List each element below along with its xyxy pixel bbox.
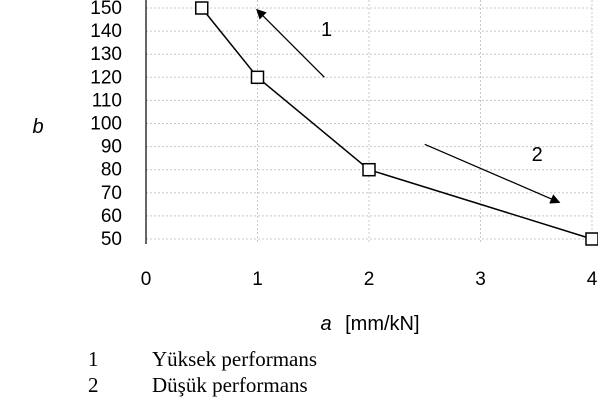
legend-number: 2 — [88, 372, 99, 397]
legend-number: 1 — [88, 346, 99, 371]
y-tick-label: 60 — [101, 206, 122, 227]
y-axis-title: b — [32, 116, 43, 138]
annotation-arrow — [424, 143, 561, 204]
legend: 1 Yüksek performans 2 Düşük performans — [88, 346, 317, 398]
y-tick-label: 80 — [101, 160, 122, 181]
annotation-label: 1 — [321, 19, 332, 41]
data-point-marker — [250, 70, 265, 85]
x-axis-title: a [mm/kN] — [320, 313, 419, 335]
data-point-marker — [195, 1, 209, 15]
y-tick-label: 130 — [90, 44, 122, 65]
annotations: 12 — [256, 8, 561, 204]
legend-item: 1 Yüksek performans — [88, 346, 317, 372]
legend-item: 2 Düşük performans — [88, 372, 317, 398]
series-line — [201, 7, 593, 240]
y-tick-label: 90 — [101, 137, 122, 158]
y-tick-label: 70 — [101, 183, 122, 204]
x-axis-unit: [mm/kN] — [345, 313, 419, 335]
grid — [145, 0, 593, 244]
x-axis-symbol: a — [320, 313, 331, 335]
x-tick-label: 0 — [141, 269, 152, 290]
legend-text: Yüksek performans — [152, 346, 318, 371]
legend-text: Düşük performans — [152, 372, 308, 397]
x-tick-label: 2 — [364, 269, 375, 290]
x-tick-label: 3 — [475, 269, 486, 290]
x-tick-label: 4 — [587, 269, 598, 290]
series — [195, 1, 598, 246]
y-tick-label: 110 — [92, 90, 122, 111]
y-tick-label: 140 — [90, 21, 122, 42]
annotation-arrow — [256, 8, 325, 78]
annotation-label: 2 — [532, 144, 543, 166]
data-point-marker — [585, 232, 598, 246]
y-tick-label: 150 — [90, 0, 122, 19]
y-tick-label: 120 — [90, 67, 122, 88]
x-tick-label: 1 — [252, 269, 263, 290]
y-tick-label: 50 — [101, 229, 122, 250]
data-point-marker — [362, 162, 376, 177]
y-tick-label: 100 — [90, 114, 122, 135]
